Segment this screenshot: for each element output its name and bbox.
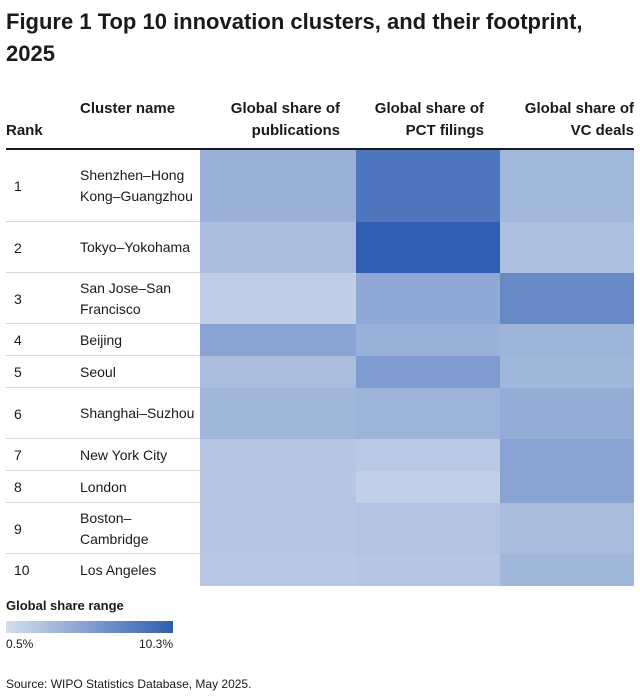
- header-vc-deals: Global share of VC deals: [524, 100, 634, 139]
- heatmap-cell: [356, 471, 500, 503]
- heatmap-cell: [356, 503, 500, 554]
- legend-min-label: 0.5%: [6, 637, 34, 651]
- row-divider: [6, 553, 200, 554]
- heatmap-cell: [356, 554, 500, 586]
- heatmap-cell: [356, 356, 500, 388]
- header-cluster-name: Cluster name: [80, 100, 176, 117]
- chart-title: Figure 1 Top 10 innovation clusters, and…: [6, 9, 583, 66]
- heatmap-cell: [500, 324, 634, 356]
- heatmap-cell: [200, 356, 356, 388]
- table-row: 10 Los Angeles: [0, 554, 640, 586]
- rank-cell: 3: [14, 290, 22, 307]
- row-divider: [6, 355, 200, 356]
- cluster-name-cell: Shenzhen–Hong Kong–Guangzhou: [80, 167, 193, 204]
- heatmap-cell: [500, 150, 634, 222]
- row-divider: [6, 438, 200, 439]
- header-rank: Rank: [6, 122, 43, 139]
- row-divider: [6, 272, 200, 273]
- row-divider: [6, 470, 200, 471]
- heatmap-cell: [356, 150, 500, 222]
- rank-cell: 7: [14, 447, 22, 463]
- heatmap-cell: [356, 324, 500, 356]
- legend-max-label: 10.3%: [138, 637, 173, 651]
- heatmap-cell: [200, 554, 356, 586]
- table-row: 3 San Jose–San Francisco: [0, 273, 640, 324]
- rank-cell: 10: [14, 562, 30, 578]
- cluster-name-cell: Los Angeles: [80, 561, 157, 578]
- table-row: 9 Boston–Cambridge: [0, 503, 640, 554]
- table-row: 2 Tokyo–Yokohama: [0, 222, 640, 273]
- rank-cell: 1: [14, 178, 22, 194]
- heatmap-cell: [500, 503, 634, 554]
- rank-cell: 9: [14, 520, 22, 537]
- source-note: Source: WIPO Statistics Database, May 20…: [6, 677, 252, 691]
- heatmap-cell: [500, 222, 634, 273]
- legend-title: Global share range: [6, 598, 124, 613]
- header-pct-filings: Global share of PCT filings: [374, 100, 484, 139]
- cluster-name-cell: London: [80, 478, 127, 495]
- table-row: 1 Shenzhen–Hong Kong–Guangzhou: [0, 150, 640, 222]
- rank-cell: 6: [14, 405, 22, 422]
- heatmap-cell: [500, 554, 634, 586]
- cluster-name-cell: Boston–Cambridge: [80, 509, 149, 547]
- heatmap-cell: [200, 150, 356, 222]
- table-row: 8 London: [0, 471, 640, 503]
- heatmap-cell: [500, 388, 634, 439]
- heatmap-cell: [200, 222, 356, 273]
- rank-cell: 4: [14, 332, 22, 348]
- rank-cell: 5: [14, 364, 22, 380]
- row-divider: [6, 221, 200, 222]
- heatmap-cell: [500, 439, 634, 471]
- table-row: 7 New York City: [0, 439, 640, 471]
- heatmap-cell: [200, 471, 356, 503]
- row-divider: [6, 387, 200, 388]
- heatmap-cell: [200, 273, 356, 324]
- heatmap-cell: [356, 439, 500, 471]
- row-divider: [6, 502, 200, 503]
- heatmap-cell: [200, 439, 356, 471]
- heatmap-cell: [200, 388, 356, 439]
- table-row: 5 Seoul: [0, 356, 640, 388]
- heatmap-cell: [500, 273, 634, 324]
- heatmap-cell: [500, 471, 634, 503]
- cluster-name-cell: New York City: [80, 446, 168, 463]
- heatmap-cell: [200, 324, 356, 356]
- heatmap-cell: [356, 388, 500, 439]
- header-publications: Global share of publications: [230, 100, 340, 139]
- cluster-name-cell: Seoul: [80, 363, 116, 380]
- row-divider: [6, 323, 200, 324]
- header-rule: [6, 148, 634, 150]
- heatmap-cell: [356, 222, 500, 273]
- rank-cell: 2: [14, 239, 22, 256]
- cluster-name-cell: San Jose–San Francisco: [80, 279, 172, 317]
- legend-gradient: [6, 621, 173, 633]
- table-row: 6 Shanghai–Suzhou: [0, 388, 640, 439]
- heatmap-cell: [500, 356, 634, 388]
- heatmap-cell: [200, 503, 356, 554]
- rank-cell: 8: [14, 479, 22, 495]
- heatmap-cell: [356, 273, 500, 324]
- cluster-name-cell: Beijing: [80, 331, 123, 348]
- cluster-name-cell: Tokyo–Yokohama: [80, 239, 191, 255]
- table-row: 4 Beijing: [0, 324, 640, 356]
- cluster-name-cell: Shanghai–Suzhou: [80, 405, 195, 421]
